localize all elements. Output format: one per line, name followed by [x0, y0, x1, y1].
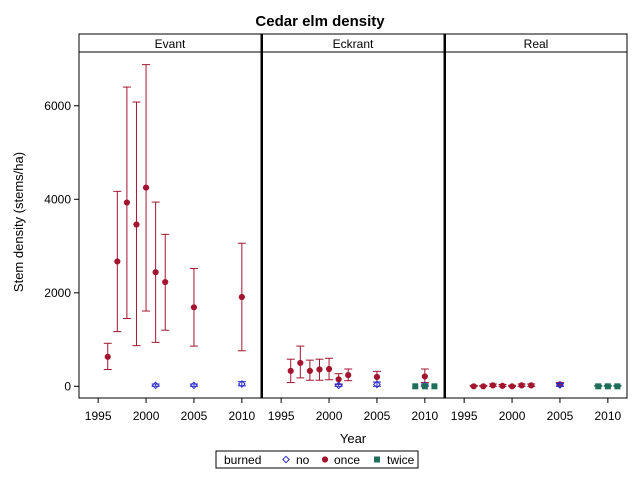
data-point-once: [142, 184, 150, 191]
data-point-twice: [431, 383, 438, 390]
data-point-once: [306, 367, 313, 374]
y-tick-label: 0: [64, 379, 71, 393]
data-point-once: [480, 383, 487, 390]
panel-label: Evant: [155, 37, 186, 51]
data-point-once: [238, 293, 245, 301]
legend-label-no: no: [296, 453, 310, 467]
data-point-once: [325, 365, 333, 373]
legend-label-once: once: [334, 453, 360, 467]
x-axis-label: Year: [340, 431, 367, 446]
x-tick-label: 2010: [228, 409, 255, 423]
data-point-once: [470, 383, 477, 390]
data-point-once: [528, 382, 535, 389]
x-tick-label: 1995: [451, 409, 478, 423]
data-point-no: [237, 380, 246, 388]
data-point-once: [499, 382, 506, 389]
panel-label: Eckrant: [333, 37, 374, 51]
data-point-once: [152, 269, 159, 276]
x-tick-label: 2010: [411, 409, 438, 423]
data-point-once: [123, 199, 130, 206]
y-tick-label: 4000: [44, 192, 71, 206]
data-point-once: [421, 373, 428, 380]
legend-marker-once: [321, 456, 329, 463]
data-point-once: [190, 304, 198, 311]
data-point-once: [316, 366, 323, 373]
x-tick-label: 1995: [85, 409, 112, 423]
data-point-once: [489, 382, 496, 389]
data-point-once: [335, 376, 342, 383]
data-point-twice: [421, 383, 428, 390]
x-tick-label: 2000: [316, 409, 343, 423]
data-point-no: [373, 380, 381, 389]
legend-box: [215, 450, 419, 469]
x-tick-label: 2005: [547, 409, 574, 423]
data-point-once: [133, 221, 140, 228]
y-tick-label: 2000: [44, 286, 71, 300]
data-point-once: [297, 359, 304, 367]
data-point-twice: [614, 383, 621, 390]
y-tick-label: 6000: [44, 99, 71, 113]
data-point-once: [104, 353, 111, 360]
legend-title: burned: [224, 453, 261, 467]
legend-label-twice: twice: [387, 453, 415, 467]
data-point-once: [162, 278, 169, 286]
x-tick-label: 2005: [364, 409, 391, 423]
x-tick-label: 2000: [499, 409, 526, 423]
legend-marker-no: [282, 455, 290, 464]
data-point-no: [556, 381, 564, 389]
data-point-twice: [412, 383, 419, 390]
x-tick-label: 2000: [133, 409, 160, 423]
data-point-once: [518, 382, 525, 389]
data-point-once: [345, 371, 352, 379]
data-point-twice: [604, 383, 611, 390]
y-axis-label: Stem density (stems/ha): [11, 152, 26, 292]
data-point-twice: [595, 383, 602, 390]
x-tick-label: 1995: [268, 409, 295, 423]
data-point-no: [151, 381, 160, 390]
chart-title: Cedar elm density: [255, 13, 385, 30]
data-point-once: [114, 258, 121, 265]
legend-marker-twice: [374, 456, 380, 463]
data-point-once: [373, 373, 381, 381]
data-point-no: [334, 381, 343, 390]
data-point-once: [508, 383, 516, 390]
x-tick-label: 2010: [594, 409, 621, 423]
data-point-once: [287, 367, 294, 374]
data-point-no: [190, 381, 198, 390]
x-tick-label: 2005: [181, 409, 208, 423]
panel-label: Real: [524, 37, 549, 51]
